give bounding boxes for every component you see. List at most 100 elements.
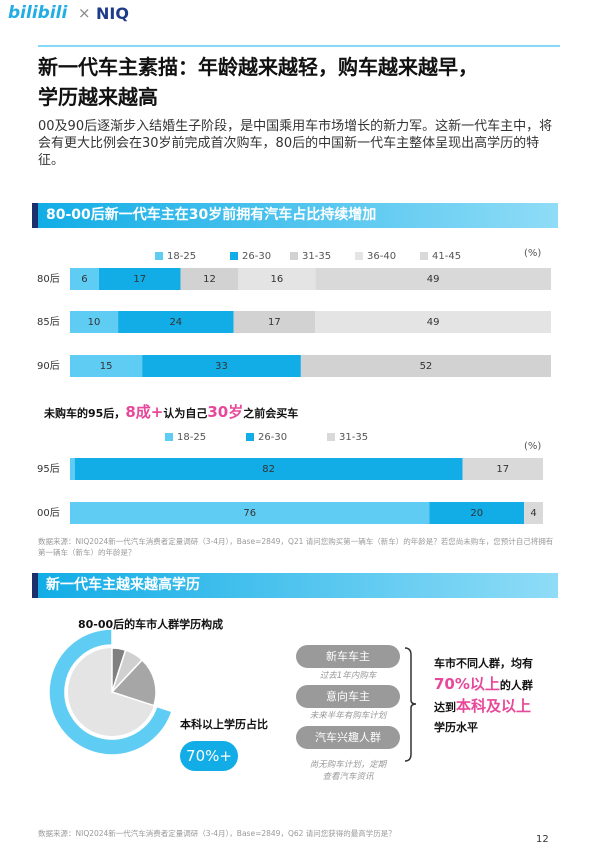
value-label: 49 bbox=[427, 274, 440, 285]
value-label: 33 bbox=[215, 361, 228, 372]
conclusion-line: 学历水平 bbox=[434, 721, 478, 734]
legend-label: 31-35 bbox=[302, 251, 331, 262]
section-heading: 80-00后新一代车主在30岁前拥有汽车占比持续增加 bbox=[38, 203, 558, 228]
intro: 00及90后逐渐步入结婚生子阶段，是中国乘用车市场增长的新力军。这新一代车主中，… bbox=[38, 119, 553, 168]
category-label: 90后 bbox=[37, 360, 60, 372]
value-label: 17 bbox=[268, 317, 281, 328]
legend-swatch bbox=[230, 252, 238, 260]
legend-swatch bbox=[327, 433, 335, 441]
segment-desc: 过去1年内购车 bbox=[319, 671, 377, 681]
callout-value: 70%+ bbox=[180, 741, 238, 771]
chart-title: 80-00后的车市人群学历构成 bbox=[78, 618, 224, 631]
bar-segment bbox=[70, 311, 119, 333]
category-label: 95后 bbox=[37, 463, 60, 475]
legend-label: 41-45 bbox=[432, 251, 461, 262]
segment-desc: 未来半年有购车计划 bbox=[309, 711, 387, 721]
value-label: 17 bbox=[133, 274, 146, 285]
value-label: 6 bbox=[81, 274, 87, 285]
source-note: 数据来源：NIQ2024新一代汽车消费者定量调研（3-4月），Base=2849… bbox=[38, 829, 396, 838]
bar-segment bbox=[98, 268, 181, 290]
value-label: 82 bbox=[262, 464, 275, 475]
value-label: 4 bbox=[530, 508, 536, 519]
value-label: 49 bbox=[427, 317, 440, 328]
pie-slice bbox=[110, 658, 157, 707]
chart-subtitle: 未购车的95后，8成+认为自己30岁之前会买车 bbox=[44, 401, 298, 422]
page-number: 12 bbox=[536, 834, 549, 845]
value-label: 10 bbox=[88, 317, 101, 328]
legend-swatch bbox=[420, 252, 428, 260]
bar-segment bbox=[300, 355, 551, 377]
conclusion-line: 车市不同人群，均有 bbox=[434, 657, 533, 670]
section-marker bbox=[32, 573, 38, 598]
conclusion-text: 的人群 bbox=[499, 679, 533, 692]
category-label: 00后 bbox=[37, 507, 60, 519]
value-label: 16 bbox=[270, 274, 283, 285]
legend-label: 31-35 bbox=[339, 432, 368, 443]
category-label: 85后 bbox=[37, 316, 60, 328]
desc-line: 查看汽车资讯 bbox=[322, 772, 374, 782]
bar-segment bbox=[238, 268, 316, 290]
legend-swatch bbox=[246, 433, 254, 441]
bar-segment bbox=[118, 311, 234, 333]
bar-segment bbox=[70, 502, 430, 524]
value-label: 12 bbox=[203, 274, 216, 285]
bar-segment bbox=[180, 268, 239, 290]
conclusion: 车市不同人群，均有 70%以上的人群 达到本科及以上 学历水平 bbox=[434, 654, 533, 738]
bar-segment bbox=[315, 268, 551, 290]
conclusion-highlight: 本科及以上 bbox=[456, 697, 532, 715]
conclusion-line: 70%以上的人群 bbox=[434, 674, 533, 696]
page-title: 新一代车主素描：年龄越来越轻，购车越来越早， 学历越来越高 bbox=[38, 52, 478, 112]
bar-segment bbox=[524, 502, 543, 524]
logo-niq: NIQ bbox=[96, 4, 129, 23]
logo-separator: × bbox=[78, 4, 91, 22]
legend-label: 26-30 bbox=[258, 432, 287, 443]
subtitle-highlight: 30岁 bbox=[207, 403, 244, 421]
legend-label: 18-25 bbox=[167, 251, 196, 262]
title-line: 新一代车主素描：年龄越来越轻，购车越来越早， bbox=[38, 55, 478, 79]
segment-desc: 尚无购车计划，定期 查看汽车资讯 bbox=[290, 759, 406, 783]
source-note: 数据来源：NIQ2024新一代汽车消费者定量调研（3-4月），Base=2849… bbox=[38, 537, 554, 557]
bar-segment bbox=[315, 311, 551, 333]
legend-label: 26-30 bbox=[242, 251, 271, 262]
conclusion-line: 达到本科及以上 bbox=[434, 696, 533, 718]
bar-segment bbox=[70, 268, 99, 290]
value-label: 52 bbox=[420, 361, 433, 372]
callout-label: 本科以上学历占比 bbox=[180, 718, 268, 731]
section-marker bbox=[32, 203, 38, 228]
bar-segment bbox=[429, 502, 525, 524]
bar-segment bbox=[70, 458, 75, 480]
subtitle-part: 认为自己 bbox=[163, 407, 208, 420]
subtitle-part: 之前会买车 bbox=[243, 407, 299, 420]
value-label: 24 bbox=[169, 317, 182, 328]
value-label: 17 bbox=[496, 464, 509, 475]
legend-swatch bbox=[165, 433, 173, 441]
title-line: 学历越来越高 bbox=[38, 85, 158, 109]
bar-segment bbox=[142, 355, 301, 377]
value-label: 20 bbox=[470, 508, 483, 519]
segment-pill: 汽车兴趣人群 bbox=[296, 726, 400, 749]
conclusion-highlight: 70%以上 bbox=[434, 675, 500, 693]
logo-bilibili: bilibili bbox=[8, 3, 68, 23]
bar-segment bbox=[74, 458, 463, 480]
legend-swatch bbox=[355, 252, 363, 260]
bracket bbox=[404, 647, 417, 762]
legend-swatch bbox=[155, 252, 163, 260]
subtitle-highlight: 8成+ bbox=[125, 403, 164, 421]
value-label: 15 bbox=[100, 361, 113, 372]
unit-label: (%) bbox=[524, 441, 541, 452]
segment-pill: 新车车主 bbox=[296, 645, 400, 668]
legend-label: 36-40 bbox=[367, 251, 396, 262]
bar-segment bbox=[462, 458, 543, 480]
unit-label: (%) bbox=[524, 248, 541, 259]
segment-pill: 意向车主 bbox=[296, 685, 400, 708]
bar-segment bbox=[233, 311, 316, 333]
bar-segment bbox=[70, 355, 143, 377]
section-heading: 新一代车主越来越高学历 bbox=[38, 573, 558, 598]
legend-label: 18-25 bbox=[177, 432, 206, 443]
desc-line: 尚无购车计划，定期 bbox=[309, 760, 387, 770]
value-label: 76 bbox=[243, 508, 256, 519]
conclusion-text: 达到 bbox=[434, 701, 456, 714]
legend-swatch bbox=[290, 252, 298, 260]
